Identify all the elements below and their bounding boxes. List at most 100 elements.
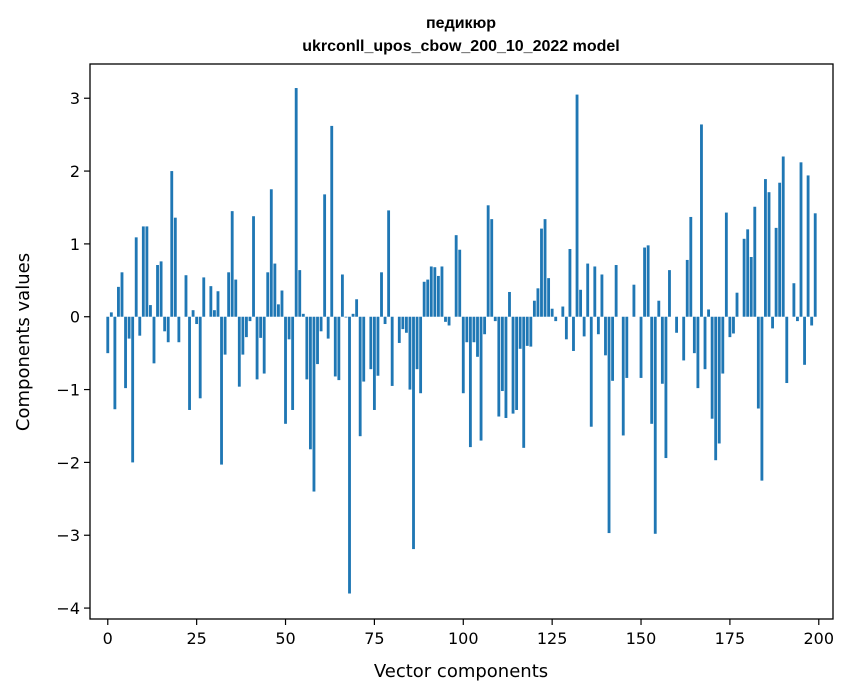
bar [383, 316, 387, 325]
bar [639, 316, 643, 378]
bar [248, 316, 252, 322]
bar [732, 316, 735, 334]
bar [195, 316, 199, 325]
bar [614, 265, 618, 317]
bar [483, 316, 487, 335]
bar [131, 316, 135, 463]
bar [202, 277, 206, 317]
bar [291, 316, 295, 410]
bar [241, 316, 245, 355]
x-axis-label: Vector components [374, 661, 548, 682]
bar [188, 316, 191, 410]
bar [159, 261, 163, 317]
bar [532, 300, 536, 317]
bar [362, 316, 366, 382]
bar [269, 189, 273, 317]
bar [774, 227, 778, 317]
bar [561, 306, 565, 317]
bar [177, 316, 181, 343]
bar [387, 210, 391, 317]
bar [479, 316, 483, 441]
bar [294, 88, 298, 317]
bar [138, 316, 142, 336]
bar [198, 316, 202, 399]
bar [166, 316, 170, 343]
bar [742, 238, 746, 317]
bar [696, 316, 700, 389]
bar [276, 304, 280, 317]
bar [632, 284, 636, 317]
y-tick-label: −2 [56, 453, 80, 472]
bar [109, 312, 113, 317]
bar [415, 316, 419, 370]
chart-subtitle: ukrconll_upos_cbow_200_10_2022 model [302, 38, 619, 55]
bar [579, 289, 583, 317]
bar [653, 316, 657, 534]
chart-title: педикюр [426, 15, 496, 32]
bar [685, 259, 689, 317]
bar [508, 291, 511, 317]
bar [500, 316, 504, 392]
x-tick-label: 50 [275, 629, 295, 648]
bar [369, 316, 373, 370]
bar [468, 316, 472, 448]
bar [316, 316, 319, 365]
bar [550, 308, 554, 317]
bar [543, 219, 547, 317]
bar [803, 316, 806, 365]
x-tick-label: 200 [804, 629, 835, 648]
bar [717, 316, 721, 444]
bar [657, 300, 661, 317]
bar [728, 316, 732, 338]
bar [600, 274, 604, 317]
bar [643, 247, 646, 317]
bar [604, 316, 607, 356]
bar [806, 175, 810, 317]
y-tick-label: −4 [56, 599, 80, 618]
bar [461, 316, 465, 394]
bar [358, 316, 362, 437]
bar [173, 217, 177, 317]
bar [611, 316, 615, 381]
bar [152, 316, 156, 364]
bar [586, 263, 590, 317]
bar [682, 316, 686, 361]
bar [536, 288, 540, 317]
bar [280, 290, 284, 317]
y-tick-label: 2 [70, 162, 80, 181]
bar [778, 182, 782, 317]
bar [596, 316, 600, 335]
bar [426, 279, 430, 317]
bar [582, 316, 586, 337]
bar [447, 316, 451, 326]
y-axis: −4 −3 −2 −1 0 1 2 3 [56, 89, 90, 618]
bar [753, 206, 757, 317]
bar [714, 316, 718, 461]
bar [422, 281, 426, 317]
bar [813, 213, 817, 317]
bar [454, 235, 458, 317]
bar [700, 124, 703, 317]
bar [710, 316, 714, 419]
bar [330, 125, 334, 317]
bar [458, 249, 462, 317]
bar [237, 316, 241, 387]
x-tick-label: 150 [626, 629, 657, 648]
bar [401, 316, 405, 330]
bar [771, 316, 774, 329]
bar [607, 316, 611, 534]
bar [547, 278, 551, 317]
bar [436, 275, 440, 317]
bar [554, 316, 558, 322]
bar [380, 272, 383, 317]
bar [284, 316, 287, 424]
bar [262, 316, 266, 374]
bar [408, 316, 412, 390]
bar [227, 272, 231, 317]
bar [344, 316, 348, 318]
bar [184, 275, 188, 317]
bar [575, 94, 579, 317]
bar [308, 316, 312, 450]
bar [444, 316, 447, 322]
x-tick-label: 125 [537, 629, 568, 648]
